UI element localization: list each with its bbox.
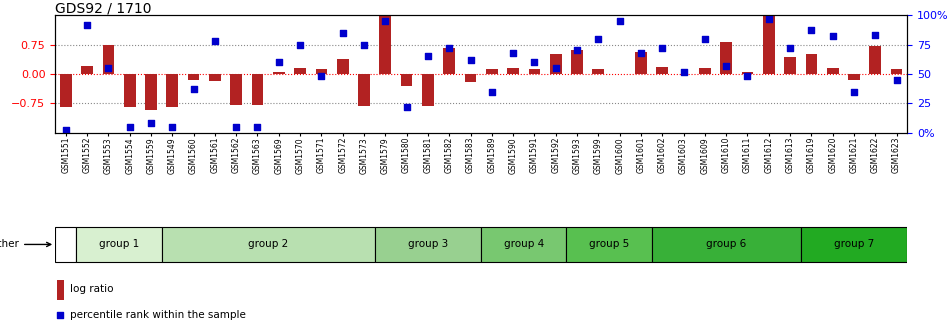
Bar bbox=[652, 227, 801, 262]
Point bbox=[293, 42, 308, 47]
Bar bbox=[486, 69, 498, 74]
Bar bbox=[826, 68, 839, 74]
Text: other: other bbox=[0, 240, 50, 249]
Point bbox=[740, 74, 755, 79]
Bar bbox=[358, 74, 370, 106]
Point bbox=[804, 28, 819, 33]
Text: group 4: group 4 bbox=[504, 240, 544, 249]
Bar bbox=[636, 52, 647, 74]
Bar bbox=[763, 16, 774, 74]
Point bbox=[207, 38, 222, 44]
Bar bbox=[720, 42, 732, 74]
Bar bbox=[230, 74, 242, 105]
Text: log ratio: log ratio bbox=[70, 284, 114, 294]
Bar bbox=[801, 227, 907, 262]
Text: GDS92 / 1710: GDS92 / 1710 bbox=[55, 1, 152, 15]
Bar bbox=[57, 280, 64, 300]
Bar bbox=[103, 45, 114, 74]
Bar bbox=[273, 72, 285, 74]
Bar bbox=[401, 74, 412, 86]
Bar bbox=[374, 227, 481, 262]
Bar bbox=[124, 74, 136, 107]
Bar bbox=[699, 68, 711, 74]
Bar bbox=[337, 59, 349, 74]
Point bbox=[505, 50, 521, 55]
Bar bbox=[656, 67, 668, 74]
Point bbox=[697, 36, 712, 41]
Text: group 5: group 5 bbox=[589, 240, 629, 249]
Point bbox=[783, 45, 798, 51]
Bar bbox=[465, 74, 476, 82]
Point bbox=[122, 124, 137, 130]
Point bbox=[229, 124, 244, 130]
Point bbox=[634, 50, 649, 55]
Bar bbox=[252, 74, 263, 105]
Point bbox=[143, 121, 159, 126]
Point bbox=[53, 312, 68, 318]
Point bbox=[420, 54, 435, 59]
Bar bbox=[528, 69, 541, 74]
Point bbox=[250, 124, 265, 130]
Point bbox=[101, 66, 116, 71]
Point bbox=[548, 66, 563, 71]
Point bbox=[612, 18, 627, 24]
Bar bbox=[444, 48, 455, 74]
Point bbox=[271, 59, 286, 65]
Point bbox=[484, 89, 500, 94]
Point bbox=[569, 48, 584, 53]
Point bbox=[314, 74, 329, 79]
Bar bbox=[60, 74, 71, 107]
Bar bbox=[571, 50, 583, 74]
Bar bbox=[550, 53, 561, 74]
Point bbox=[80, 22, 95, 27]
Point bbox=[676, 69, 692, 74]
Text: group 3: group 3 bbox=[408, 240, 448, 249]
Bar bbox=[76, 227, 162, 262]
Bar bbox=[507, 68, 519, 74]
Bar bbox=[188, 74, 200, 80]
Bar bbox=[593, 69, 604, 74]
Bar bbox=[891, 69, 902, 74]
Bar bbox=[379, 16, 391, 74]
Bar bbox=[848, 74, 860, 80]
Text: group 2: group 2 bbox=[248, 240, 288, 249]
Bar bbox=[162, 227, 374, 262]
Bar bbox=[869, 46, 882, 74]
Point bbox=[718, 63, 733, 69]
Point bbox=[378, 18, 393, 24]
Text: percentile rank within the sample: percentile rank within the sample bbox=[70, 310, 246, 320]
Bar bbox=[784, 57, 796, 74]
Bar bbox=[742, 72, 753, 74]
Bar bbox=[806, 54, 817, 74]
Bar bbox=[566, 227, 652, 262]
Point bbox=[826, 34, 841, 39]
Point bbox=[58, 128, 73, 133]
Point bbox=[356, 42, 371, 47]
Point bbox=[889, 77, 904, 83]
Point bbox=[761, 16, 776, 22]
Point bbox=[655, 45, 670, 51]
Point bbox=[335, 30, 351, 36]
Bar bbox=[315, 69, 327, 74]
Bar bbox=[209, 74, 220, 81]
Point bbox=[463, 57, 478, 62]
Text: group 1: group 1 bbox=[99, 240, 139, 249]
Bar bbox=[81, 66, 93, 74]
Bar bbox=[422, 74, 434, 106]
Bar bbox=[55, 227, 76, 262]
Bar bbox=[166, 74, 179, 107]
Text: group 6: group 6 bbox=[706, 240, 747, 249]
Bar bbox=[145, 74, 157, 110]
Point bbox=[867, 33, 883, 38]
Bar bbox=[294, 68, 306, 74]
Bar bbox=[481, 227, 566, 262]
Point bbox=[164, 124, 180, 130]
Text: group 7: group 7 bbox=[834, 240, 874, 249]
Point bbox=[591, 36, 606, 41]
Point bbox=[186, 87, 201, 92]
Point bbox=[846, 89, 862, 94]
Point bbox=[527, 59, 542, 65]
Point bbox=[442, 45, 457, 51]
Point bbox=[399, 104, 414, 110]
